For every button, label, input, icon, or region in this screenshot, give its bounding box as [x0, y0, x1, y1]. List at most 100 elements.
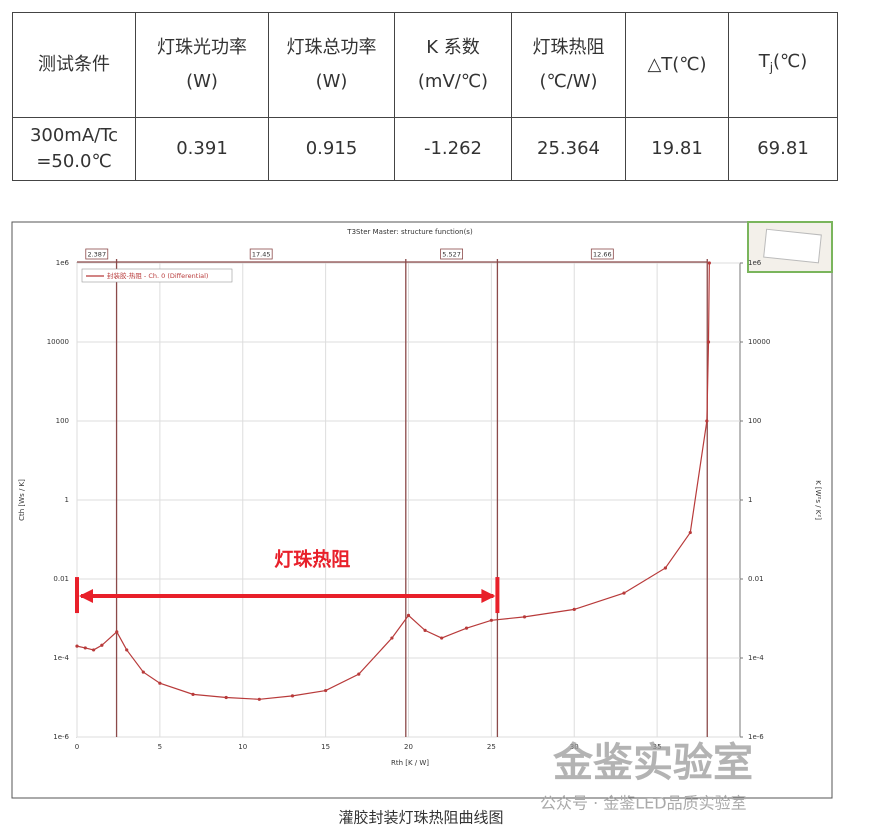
- table-cell: 灯珠光功率 (W): [135, 12, 269, 118]
- cell-line: (℃/W): [539, 71, 598, 92]
- table-cell: 25.364: [511, 117, 626, 181]
- cell-text: 25.364: [537, 138, 600, 159]
- cell-line: 灯珠热阻: [532, 37, 605, 58]
- segment-box: [590, 248, 614, 260]
- watermark: 金鉴实验室: [552, 740, 753, 786]
- result-table: 测试条件 灯珠光功率 (W) 灯珠总功率 (W) K 系数 (mV/℃) 灯珠热阻 (℃/W) △…: [12, 12, 838, 181]
- cell-line: (W): [315, 71, 348, 92]
- cell-line: Tj(℃): [729, 45, 837, 85]
- y-tick-label: 1e-4: [53, 654, 69, 662]
- table-cell: 0.391: [135, 117, 269, 181]
- data-point: [489, 618, 493, 622]
- cell-line: 灯珠光功率: [157, 37, 247, 58]
- table-cell: 灯珠总功率 (W): [268, 12, 395, 118]
- data-point: [224, 695, 228, 700]
- data-point: [622, 591, 626, 595]
- chart-frame: [11, 221, 833, 799]
- table-cell: -1.262: [394, 117, 512, 181]
- cell-text: 19.81: [651, 138, 703, 159]
- cell-line: 300mA/Tc: [29, 125, 119, 146]
- x-tick-label: 20: [404, 743, 413, 751]
- cell-line: 灯珠总功率: [286, 37, 377, 58]
- y-tick-label: 1: [65, 496, 69, 504]
- data-point: [125, 648, 129, 652]
- x-tick-label: 0: [75, 743, 79, 751]
- cell-sub: j: [769, 60, 774, 75]
- caption: 灌胶封装灯珠热阻曲线图: [338, 809, 503, 827]
- header-row: 测试条件 灯珠光功率 (W) 灯珠总功率 (W) K 系数 (mV/℃) 灯珠热阻 (℃/W) △…: [12, 12, 838, 118]
- data-point: [688, 530, 692, 535]
- data-point: [406, 613, 411, 617]
- cell-text: 0.915: [305, 138, 358, 159]
- watermark-sub: 公众号 · 金鉴LED品质实验室: [540, 794, 747, 813]
- table-cell: 69.81: [728, 117, 838, 181]
- y2-tick-label: 1e-6: [748, 733, 764, 741]
- data-point: [357, 672, 361, 676]
- data-point: [75, 644, 79, 648]
- segment-label: 5.527: [442, 251, 461, 259]
- data-point: [572, 607, 576, 611]
- segment-label: 17.45: [252, 251, 271, 259]
- arrow-head: [481, 589, 496, 604]
- cell-unit: (℃): [773, 51, 808, 73]
- data-point: [464, 626, 469, 630]
- x-tick-label: 35: [653, 743, 662, 751]
- y-tick-label: 1e6: [56, 259, 70, 267]
- segment-label: 12.66: [593, 251, 612, 259]
- table-cell: 测试条件: [12, 12, 136, 118]
- data-point: [290, 694, 295, 698]
- cell-line: (W): [186, 71, 218, 92]
- data-point: [100, 643, 104, 647]
- y-tick-label: 10000: [47, 338, 69, 346]
- data-point: [706, 340, 711, 344]
- y2-tick-label: 100: [748, 417, 761, 425]
- data-row: 300mA/Tc =50.0℃ 0.391 0.915 -1.262 25.364 19.8…: [12, 117, 838, 181]
- x-tick-label: 10: [238, 743, 247, 751]
- data-point: [141, 670, 145, 674]
- cell-text: 69.81: [757, 138, 809, 159]
- data-point: [440, 636, 444, 640]
- data-point: [705, 419, 709, 423]
- cell-line: K 系数: [426, 37, 480, 58]
- data-point: [423, 628, 427, 632]
- data-point: [257, 697, 261, 701]
- annotation-text: 灯珠热阻: [274, 548, 350, 571]
- chart-title: T3Ster Master: structure function(s): [346, 228, 473, 236]
- thumbnail-board: [763, 228, 822, 264]
- x-tick-label: 5: [158, 743, 162, 751]
- cell-line: 测试条件: [38, 54, 110, 75]
- table-cell: Tj(℃): [728, 12, 838, 118]
- data-point: [115, 630, 119, 634]
- x-tick-label: 25: [487, 743, 496, 751]
- y2-axis-label: K [W²s / K²]: [814, 480, 822, 520]
- y2-tick-label: 0.01: [748, 575, 764, 583]
- data-point: [158, 681, 162, 685]
- data-point: [707, 261, 711, 265]
- table-cell: 0.915: [268, 117, 395, 181]
- data-point: [324, 688, 328, 693]
- data-point: [663, 566, 668, 570]
- data-point: [522, 615, 527, 619]
- arrow-head: [79, 589, 93, 604]
- y2-tick-label: 10000: [748, 338, 770, 346]
- data-point: [83, 646, 87, 650]
- y2-tick-label: 1e-4: [748, 654, 764, 662]
- series-line: [76, 262, 710, 700]
- y-tick-label: 1e-6: [53, 733, 69, 741]
- cell-text: 0.391: [176, 138, 228, 159]
- data-point: [390, 636, 394, 640]
- cell-line: △T(℃): [647, 54, 707, 75]
- cell-base: T: [758, 51, 770, 73]
- cell-line: (mV/℃): [417, 71, 489, 92]
- segment-box: [85, 248, 109, 260]
- y-tick-label: 0.01: [53, 575, 69, 583]
- segment-box: [249, 248, 273, 260]
- legend-box: [81, 268, 233, 283]
- table-cell: 灯珠热阻 (℃/W): [511, 12, 626, 118]
- y-tick-label: 100: [56, 417, 69, 425]
- table-cell: △T(℃): [625, 12, 729, 118]
- table-cell: K 系数 (mV/℃): [394, 12, 512, 118]
- y-axis-label: Cth [Ws / K]: [18, 479, 26, 521]
- cell-line: =50.0℃: [36, 151, 112, 172]
